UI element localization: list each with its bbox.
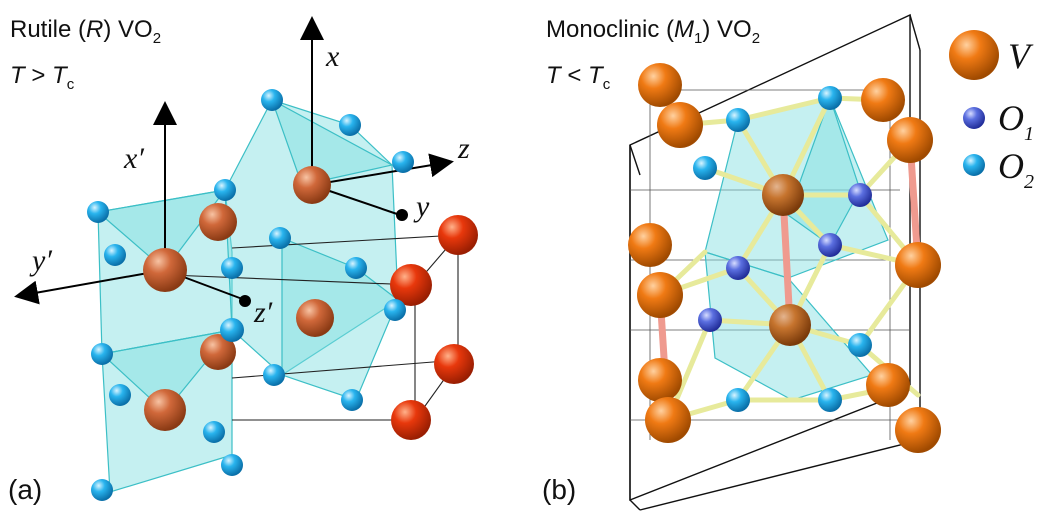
axis-y-label: y <box>413 190 430 223</box>
v-atoms-brown-a <box>143 166 334 431</box>
axis-xp-label: x′ <box>123 142 144 175</box>
zp-axis-dot <box>239 295 251 307</box>
axis-yp-label: y′ <box>29 244 52 277</box>
legend-o1-marker <box>963 107 985 129</box>
axis-zp-label: z′ <box>253 296 273 329</box>
legend-v-label: V <box>1008 36 1034 76</box>
v-atoms-inner-b <box>762 174 811 346</box>
panel-b-label: (b) <box>542 474 577 505</box>
o1-atoms-b <box>698 183 872 332</box>
o-atoms-cyan-a <box>87 89 414 501</box>
legend-o2-sub: 2 <box>1024 171 1034 193</box>
o2-atoms-b <box>693 86 872 412</box>
panel-b-title: Monoclinic (M1) VO2 <box>546 16 761 47</box>
axis-x-label: x <box>325 40 340 73</box>
legend-o1-sub: 1 <box>1024 123 1034 145</box>
v-atoms-red-a <box>390 215 478 440</box>
panel-a-title: Rutile (R) VO2 <box>10 16 162 47</box>
axis-z-label: z <box>457 132 470 165</box>
legend: V O 1 O 2 <box>949 30 1034 193</box>
monoclinic-structure: V O 1 O 2 <box>628 13 1034 511</box>
v-atoms-orange-b <box>628 63 941 453</box>
legend-o2-label: O <box>998 146 1024 186</box>
panel-a-label: (a) <box>8 474 43 505</box>
legend-o1-label: O <box>998 98 1024 138</box>
panel-b-condition: T < Tc <box>546 62 611 93</box>
panel-a-condition: T > Tc <box>10 62 75 93</box>
legend-v-marker <box>949 30 999 80</box>
panel-b-monoclinic: Monoclinic (M1) VO2 T < Tc (b) <box>520 0 1053 513</box>
legend-o2-marker <box>963 154 985 176</box>
y-axis-dot <box>396 209 408 221</box>
panel-a-rutile: Rutile (R) VO2 T > Tc (a) <box>0 0 520 513</box>
rutile-structure: x z y x′ y′ z′ <box>14 16 478 501</box>
